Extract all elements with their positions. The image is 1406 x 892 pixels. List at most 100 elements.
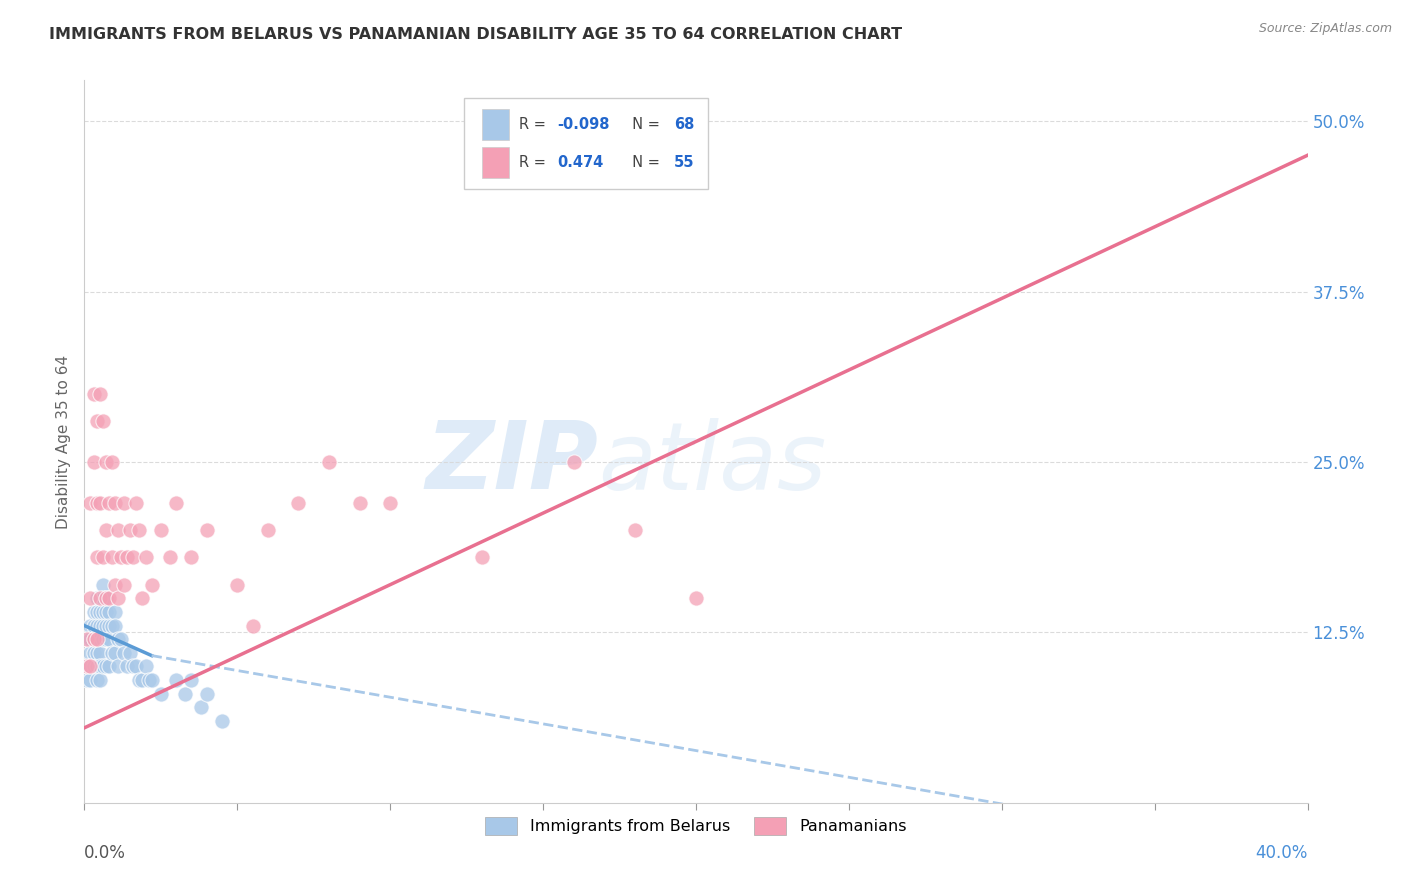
Point <box>112 646 135 660</box>
Point <box>89 632 111 647</box>
Y-axis label: Disability Age 35 to 64: Disability Age 35 to 64 <box>56 354 72 529</box>
Point <box>471 550 494 565</box>
Point <box>91 605 114 619</box>
Point <box>125 496 148 510</box>
Point <box>89 618 111 632</box>
Point <box>79 632 101 647</box>
Point <box>83 455 105 469</box>
Point <box>104 605 127 619</box>
Point <box>86 632 108 647</box>
Point <box>122 659 145 673</box>
Point <box>97 659 120 673</box>
Point <box>101 646 124 660</box>
Point <box>94 618 117 632</box>
Text: R =: R = <box>519 117 550 132</box>
Point <box>83 632 105 647</box>
Point <box>149 687 172 701</box>
Point <box>562 455 585 469</box>
Point <box>125 659 148 673</box>
Point <box>122 550 145 565</box>
Point <box>97 591 120 606</box>
Text: Source: ZipAtlas.com: Source: ZipAtlas.com <box>1258 22 1392 36</box>
Point <box>86 550 108 565</box>
Point <box>685 591 707 606</box>
Point <box>380 496 402 510</box>
FancyBboxPatch shape <box>464 98 709 189</box>
Text: 40.0%: 40.0% <box>1256 845 1308 863</box>
Point <box>195 687 218 701</box>
Point <box>104 577 127 591</box>
Point <box>349 496 371 510</box>
Point <box>107 632 129 647</box>
Point <box>89 673 111 687</box>
Point <box>91 577 114 591</box>
Point <box>76 632 98 647</box>
Point <box>86 496 108 510</box>
Point <box>120 646 142 660</box>
Point <box>79 591 101 606</box>
Point <box>624 523 647 537</box>
Point <box>165 673 187 687</box>
Point <box>107 523 129 537</box>
Point <box>101 618 124 632</box>
Point <box>128 523 150 537</box>
Point <box>94 632 117 647</box>
Point <box>94 591 117 606</box>
Point <box>115 659 138 673</box>
Point <box>141 673 163 687</box>
Point <box>86 659 108 673</box>
FancyBboxPatch shape <box>482 109 509 139</box>
Text: IMMIGRANTS FROM BELARUS VS PANAMANIAN DISABILITY AGE 35 TO 64 CORRELATION CHART: IMMIGRANTS FROM BELARUS VS PANAMANIAN DI… <box>49 27 903 42</box>
Point <box>79 646 101 660</box>
Legend: Immigrants from Belarus, Panamanians: Immigrants from Belarus, Panamanians <box>479 811 912 842</box>
Point <box>83 618 105 632</box>
Text: 55: 55 <box>673 155 695 170</box>
Text: N =: N = <box>623 117 664 132</box>
Point <box>107 591 129 606</box>
Point <box>83 646 105 660</box>
Text: N =: N = <box>623 155 664 170</box>
Point <box>76 673 98 687</box>
Text: -0.098: -0.098 <box>558 117 610 132</box>
Point <box>101 455 124 469</box>
Point <box>128 673 150 687</box>
Point <box>94 591 117 606</box>
Point <box>104 618 127 632</box>
Point <box>89 591 111 606</box>
Point <box>120 523 142 537</box>
Point <box>91 414 114 428</box>
Point <box>86 414 108 428</box>
Point <box>195 523 218 537</box>
Point <box>79 659 101 673</box>
Point <box>94 659 117 673</box>
Point <box>76 659 98 673</box>
Point <box>86 591 108 606</box>
Point <box>89 659 111 673</box>
Point <box>89 387 111 401</box>
Point <box>112 577 135 591</box>
Point <box>190 700 212 714</box>
Point <box>76 659 98 673</box>
Point <box>104 646 127 660</box>
Text: atlas: atlas <box>598 417 827 508</box>
Point <box>101 550 124 565</box>
FancyBboxPatch shape <box>482 147 509 178</box>
Point <box>86 618 108 632</box>
Point <box>86 673 108 687</box>
Point <box>131 673 153 687</box>
Point <box>91 618 114 632</box>
Point <box>91 591 114 606</box>
Point <box>242 618 264 632</box>
Point <box>180 673 202 687</box>
Point <box>107 659 129 673</box>
Point <box>83 632 105 647</box>
Text: ZIP: ZIP <box>425 417 598 509</box>
Point <box>79 496 101 510</box>
Point <box>138 673 160 687</box>
Point <box>83 632 105 647</box>
Point <box>211 714 233 728</box>
Point <box>86 646 108 660</box>
Point <box>110 632 132 647</box>
Point <box>83 659 105 673</box>
Point <box>180 550 202 565</box>
